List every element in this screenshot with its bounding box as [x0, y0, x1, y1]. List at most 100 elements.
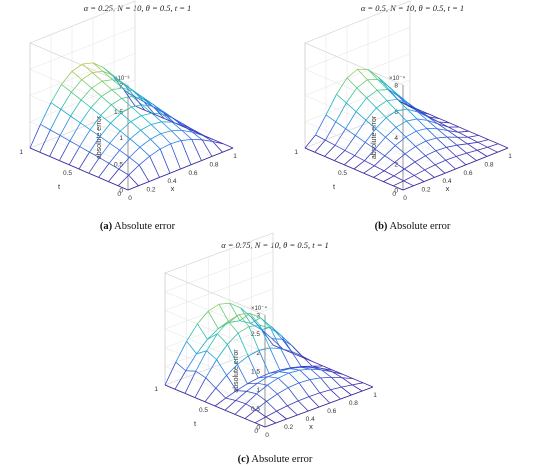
mesh-line — [342, 377, 354, 379]
mesh-line — [202, 139, 213, 142]
mesh-line — [215, 387, 227, 399]
mesh-line — [269, 347, 281, 371]
mesh-line — [478, 135, 489, 140]
mesh-line — [346, 102, 357, 112]
mesh-line — [364, 128, 377, 143]
mesh-line — [425, 137, 437, 142]
mesh-line — [428, 116, 440, 119]
mesh-line — [224, 400, 237, 411]
mesh-line — [364, 148, 376, 161]
mesh-line — [377, 89, 388, 91]
mesh-line — [173, 118, 185, 128]
mesh-line — [364, 160, 375, 167]
mesh-line — [92, 72, 103, 82]
mesh-line — [383, 175, 395, 182]
mesh-line — [238, 313, 250, 315]
mesh-line — [186, 341, 197, 354]
mesh-line — [403, 180, 414, 187]
x-tick-label: 0.2 — [284, 424, 293, 431]
mesh-line — [280, 348, 291, 368]
mesh-line — [170, 143, 181, 170]
mesh-line — [164, 384, 176, 390]
mesh-line — [195, 350, 207, 372]
mesh-line — [159, 148, 171, 174]
z-gridline — [29, 53, 136, 138]
z-tick-label: 0 — [119, 188, 123, 195]
mesh-line — [227, 321, 239, 334]
mesh-line — [278, 371, 290, 374]
mesh-line — [129, 129, 141, 140]
mesh-line — [256, 384, 268, 395]
mesh-line — [331, 371, 343, 379]
mesh-line — [202, 135, 214, 140]
mesh-line — [141, 115, 152, 125]
mesh-line — [101, 89, 113, 97]
mesh-line — [197, 323, 208, 340]
mesh-line — [258, 376, 269, 379]
mesh-line — [120, 112, 132, 122]
mesh-line — [207, 310, 219, 329]
mesh-line — [438, 121, 450, 124]
mesh-line — [235, 391, 247, 401]
mesh-line — [139, 146, 150, 157]
mesh-line — [396, 108, 408, 112]
mesh-line — [445, 159, 456, 170]
mesh-line — [69, 122, 81, 142]
mesh-line — [122, 82, 134, 92]
z-axis-label: absolute error — [233, 349, 240, 393]
mesh-line — [276, 405, 288, 412]
mesh-line — [319, 392, 331, 404]
surface-mesh — [304, 68, 509, 191]
mesh-line — [363, 172, 374, 178]
mesh-line — [418, 109, 430, 118]
mesh-line — [298, 382, 310, 397]
mesh-line — [271, 326, 283, 340]
z-tick-label: 2 — [119, 83, 123, 90]
mesh-line — [351, 384, 363, 392]
z-gridline — [29, 27, 136, 112]
mesh-line — [413, 181, 425, 187]
mesh-line — [309, 379, 321, 394]
mesh-line — [325, 114, 337, 123]
caption-label: (c) — [237, 454, 250, 465]
mesh-line — [289, 368, 300, 371]
mesh-line — [240, 307, 252, 318]
mesh-line — [60, 109, 71, 117]
mesh-line — [79, 146, 90, 153]
x-tick-label: 0.4 — [442, 178, 451, 185]
mesh-line — [355, 119, 367, 136]
mesh-line — [406, 120, 417, 132]
mesh-line — [89, 151, 100, 159]
mesh-line — [286, 414, 298, 420]
mesh-line — [110, 104, 122, 114]
mesh-line — [456, 152, 467, 157]
mesh-line — [277, 393, 288, 407]
z-gridline — [29, 79, 136, 164]
mesh-line — [363, 165, 375, 174]
mesh-line — [402, 185, 414, 191]
mesh-line — [308, 392, 320, 397]
mesh-line — [80, 122, 91, 131]
z-tick-label: 4 — [394, 135, 398, 142]
mesh-line — [237, 355, 249, 365]
mesh-line — [325, 94, 337, 116]
mesh-line — [289, 366, 301, 369]
mesh-line — [419, 111, 430, 115]
mesh-line — [206, 350, 217, 360]
mesh-line — [90, 107, 101, 116]
mesh-line — [160, 133, 171, 144]
mesh-line — [334, 150, 346, 161]
mesh-line — [162, 110, 174, 119]
mesh-line — [163, 112, 175, 124]
x-tick-label: 0.4 — [167, 178, 176, 185]
mesh-line — [217, 321, 229, 335]
mesh-line — [91, 80, 103, 89]
mesh-line — [217, 322, 230, 330]
mesh-line — [466, 149, 478, 154]
mesh-line — [397, 94, 409, 104]
mesh-line — [394, 153, 406, 163]
mesh-line — [118, 157, 130, 170]
mesh-line — [180, 164, 192, 170]
mesh-line — [344, 135, 356, 151]
